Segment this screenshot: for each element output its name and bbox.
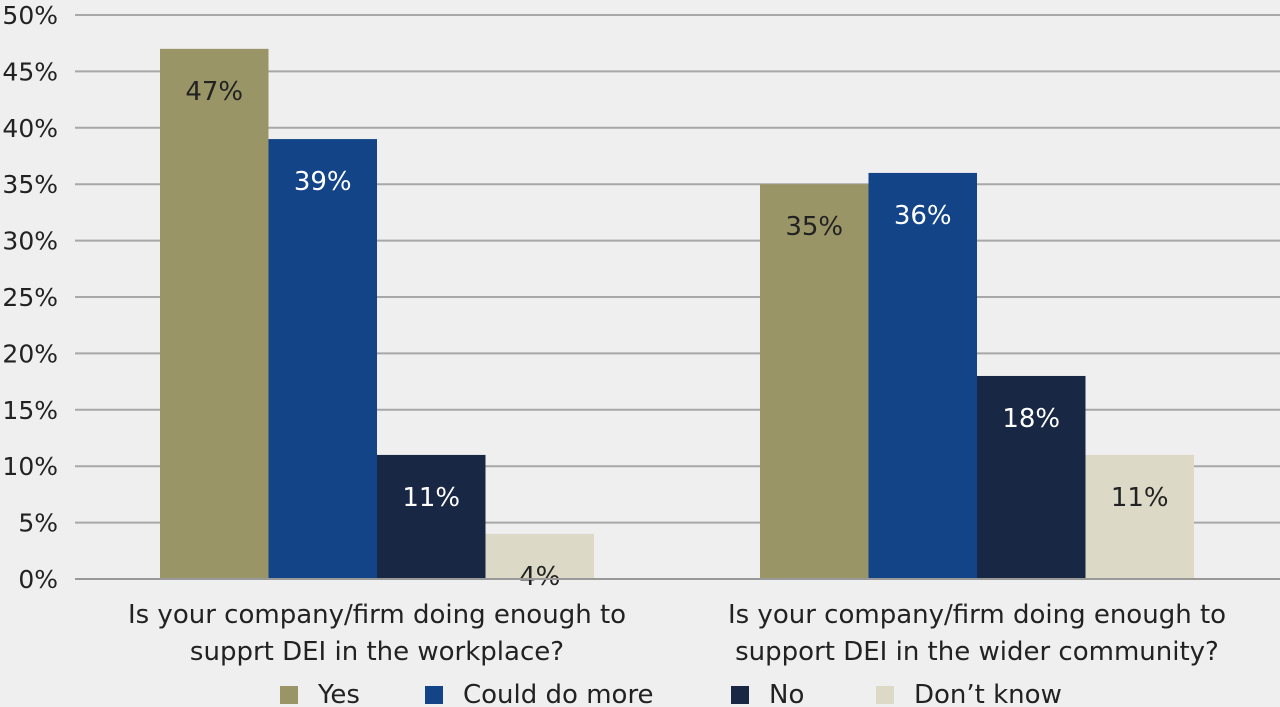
bar-value-label: 11% (402, 483, 460, 513)
bar (377, 454, 486, 579)
category-label: Is your company/firm doing enough to (128, 600, 626, 630)
category-label: Is your company/firm doing enough to (728, 600, 1226, 630)
bars (160, 48, 1194, 580)
bar (977, 375, 1086, 579)
y-tick-label: 20% (2, 339, 58, 368)
bar (868, 172, 977, 580)
bar-labels: 47% 35% 39% 36% 11% 18% 4% 11% (185, 77, 1168, 592)
y-tick-label: 40% (2, 114, 58, 143)
y-tick-label: 50% (2, 1, 58, 30)
y-tick-label: 0% (18, 565, 58, 594)
legend-swatch (425, 686, 443, 704)
bar (485, 533, 594, 579)
category-label: supprt DEI in the workplace? (190, 637, 564, 667)
y-tick-label: 5% (18, 509, 58, 538)
bar (1085, 454, 1194, 579)
legend-label: Don’t know (914, 680, 1062, 707)
y-tick-label: 30% (2, 227, 58, 256)
y-tick-label: 45% (2, 57, 58, 86)
bar-value-label: 36% (894, 201, 952, 231)
y-tick-label: 25% (2, 283, 58, 312)
bar-value-label: 47% (185, 77, 243, 107)
legend-label: Yes (317, 680, 360, 707)
legend-label: No (769, 680, 804, 707)
bar (268, 139, 377, 579)
legend-swatch (876, 686, 894, 704)
bar-value-label: 18% (1002, 404, 1060, 434)
y-tick-label: 10% (2, 452, 58, 481)
legend-label: Could do more (463, 680, 654, 707)
bar-value-label: 39% (294, 167, 352, 197)
legend-swatch (731, 686, 749, 704)
bar-value-label: 11% (1111, 483, 1169, 513)
bar (760, 184, 869, 579)
bar-value-label: 4% (519, 562, 560, 592)
y-tick-label: 35% (2, 170, 58, 199)
y-axis-ticks: 0% 5% 10% 15% 20% 25% 30% 35% 40% 45% 50% (2, 1, 58, 594)
legend: Yes Could do more No Don’t know (280, 680, 1062, 707)
y-tick-label: 15% (2, 396, 58, 425)
bar-value-label: 35% (785, 212, 843, 242)
category-labels: Is your company/firm doing enough to supp… (128, 600, 1226, 667)
bar (160, 48, 269, 579)
legend-swatch (280, 686, 298, 704)
category-label: support DEI in the wider community? (735, 637, 1219, 667)
